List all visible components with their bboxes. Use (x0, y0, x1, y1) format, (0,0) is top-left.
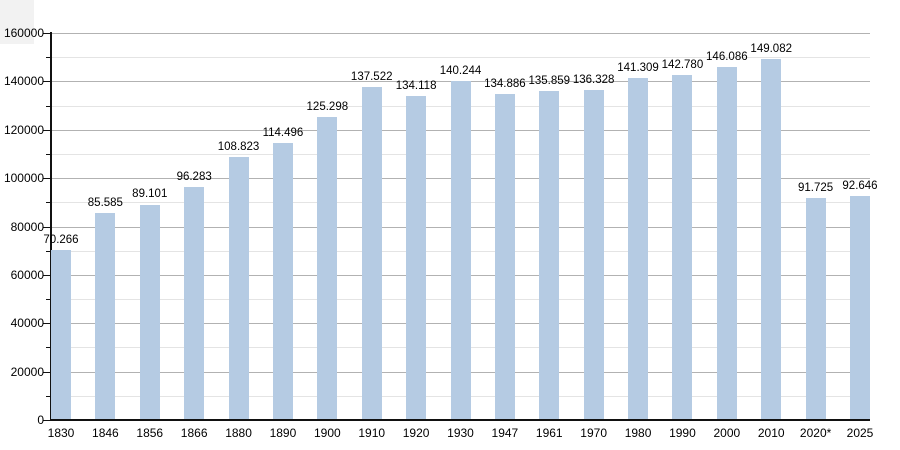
y-axis-tick-label: 80000 (10, 219, 44, 234)
bar-value-label: 91.725 (798, 182, 834, 195)
bar-value-label: 141.309 (617, 62, 659, 75)
x-axis-line (50, 419, 870, 421)
bar (317, 116, 337, 420)
x-axis-tick-label: 1846 (92, 426, 119, 440)
y-axis-tick-label: 40000 (10, 316, 44, 331)
x-axis-tick-label: 1970 (580, 426, 607, 440)
y-axis-minor-tick (46, 202, 50, 204)
y-axis-major-tick (43, 129, 50, 131)
bar-value-label: 89.101 (132, 188, 168, 201)
x-axis-tick-label: 1961 (535, 426, 563, 440)
bar (850, 195, 870, 420)
y-axis-tick-label: 140000 (3, 74, 44, 89)
y-axis-major-tick (43, 371, 50, 373)
y-axis-major-tick (43, 178, 50, 180)
bar (95, 213, 115, 420)
y-axis-tick-label: 160000 (3, 26, 44, 40)
x-axis-tick-label: 1856 (136, 426, 164, 440)
x-axis-tick-label: 1880 (225, 426, 252, 440)
bar-value-label: 140.244 (439, 64, 482, 77)
bar (51, 250, 71, 420)
bar-value-label: 135.859 (528, 75, 571, 88)
bar-value-label: 108.823 (217, 140, 260, 153)
bar (495, 93, 515, 420)
x-axis-tick-label: 1890 (269, 426, 297, 440)
y-axis-minor-tick (46, 153, 50, 155)
x-axis-tick-label: 1830 (47, 426, 75, 440)
x-axis-tick-label: 1910 (358, 426, 386, 440)
bar (140, 204, 160, 420)
y-axis-minor-tick (46, 395, 50, 397)
bar (451, 80, 471, 420)
bar-value-label: 114.496 (262, 127, 304, 140)
bar-value-label: 134.118 (395, 79, 437, 92)
y-axis-major-tick (43, 420, 50, 421)
bar-value-label: 92.646 (842, 179, 878, 192)
bar-value-label: 142.780 (661, 58, 704, 71)
y-axis-tick-label: 20000 (10, 364, 44, 379)
bar-value-label: 136.328 (572, 74, 615, 87)
bar (806, 198, 826, 420)
bar-value-label: 125.298 (306, 100, 349, 113)
bar (672, 74, 692, 420)
y-axis-tick-label: 100000 (3, 171, 44, 186)
bar (184, 187, 204, 420)
bar-value-label: 137.522 (350, 71, 393, 84)
bar (761, 59, 781, 420)
y-grid-major (52, 33, 870, 34)
y-axis-minor-tick (46, 347, 50, 349)
x-axis-tick-label: 1920 (402, 426, 430, 440)
bar (539, 91, 559, 420)
x-axis-tick-label: 1990 (669, 426, 696, 440)
y-axis-minor-tick (46, 57, 50, 59)
x-axis-tick-label: 2000 (713, 426, 741, 440)
x-axis-tick-label: 1947 (491, 426, 519, 440)
bar (628, 78, 648, 420)
y-axis-minor-tick (46, 105, 50, 107)
x-axis-tick-label: 1900 (313, 426, 341, 440)
x-axis-tick-label: 2020* (799, 426, 832, 440)
x-axis-tick-label: 1980 (624, 426, 652, 440)
bar (406, 95, 426, 420)
corner-artifact (0, 0, 34, 44)
y-axis-tick-label: 0 (37, 413, 44, 427)
y-axis-major-tick (43, 33, 50, 34)
bar-value-label: 134.886 (484, 77, 526, 90)
y-axis-tick-label: 60000 (10, 267, 44, 282)
bar (362, 87, 382, 420)
y-axis-major-tick (43, 81, 50, 83)
x-axis-tick-label: 1866 (180, 426, 208, 440)
bar-value-label: 146.086 (706, 50, 748, 63)
y-axis-minor-tick (46, 299, 50, 301)
y-axis-major-tick (43, 274, 50, 276)
bar (273, 143, 293, 420)
bar-value-label: 85.585 (87, 196, 123, 209)
bar-value-label: 149.082 (750, 43, 793, 56)
bar (717, 66, 737, 420)
x-axis-tick-label: 1930 (447, 426, 474, 440)
bar-value-label: 96.283 (176, 171, 212, 184)
y-axis-tick-label: 120000 (3, 122, 44, 137)
x-axis-tick-label: 2025 (846, 426, 874, 440)
x-axis-tick-label: 2010 (757, 426, 785, 440)
y-axis-minor-tick (46, 250, 50, 252)
y-axis-major-tick (43, 226, 50, 228)
y-grid-minor (52, 57, 870, 59)
y-axis-major-tick (43, 323, 50, 325)
bar (584, 90, 604, 420)
bar (229, 156, 249, 420)
y-axis-line (50, 32, 52, 421)
bar-value-label: 70.266 (43, 234, 79, 247)
